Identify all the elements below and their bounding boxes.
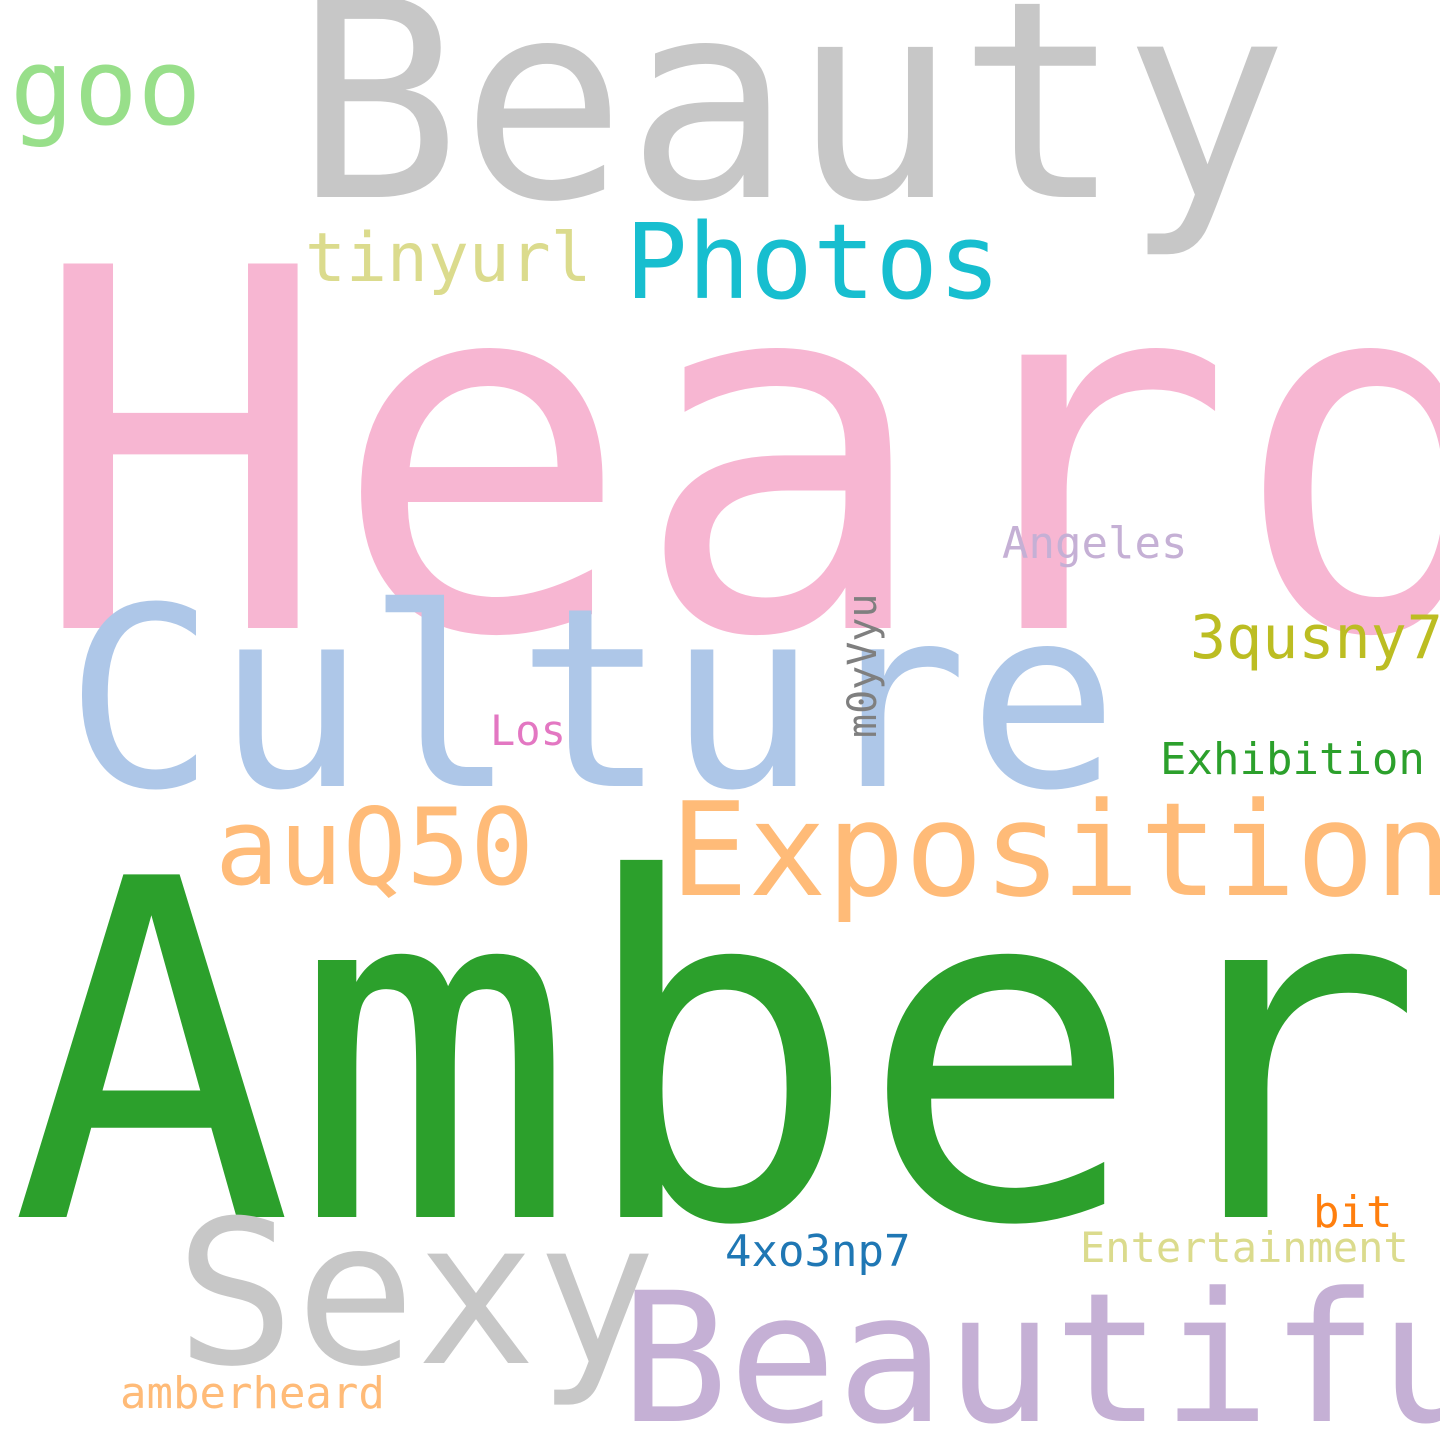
word-beautiful: Beautiful — [620, 1255, 1440, 1440]
word-amber: Amber — [10, 781, 1425, 1328]
word-sexy: Sexy — [175, 1178, 657, 1411]
word-goo: goo — [10, 26, 202, 149]
word-photos: Photos — [625, 201, 1001, 323]
word-los: Los — [490, 706, 566, 755]
word-heard: Heard — [30, 164, 1440, 746]
word-entertainment: Entertainment — [1080, 1223, 1409, 1272]
word-3qusny7: 3qusny7 — [1190, 603, 1440, 673]
word-culture: Culture — [65, 554, 1119, 845]
word-4xo3np7: 4xo3np7 — [725, 1226, 911, 1277]
word-auq50: auQ50 — [215, 786, 535, 909]
word-amberheard: amberheard — [120, 1368, 385, 1419]
word-beauty: Beauty — [295, 0, 1289, 262]
word-m0yvyu: m0yVyu — [840, 593, 886, 739]
word-exposition: Exposition — [670, 774, 1440, 926]
word-bit: bit — [1313, 1187, 1393, 1238]
word-angeles: Angeles — [1002, 518, 1188, 569]
word-exhibition: Exhibition — [1160, 734, 1425, 785]
word-tinyurl: tinyurl — [305, 219, 592, 298]
